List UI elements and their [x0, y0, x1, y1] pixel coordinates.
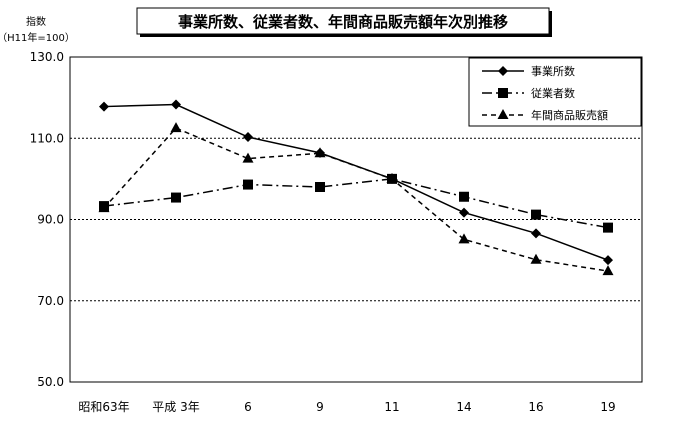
y-axis-sublabel: （H11年=100） [0, 31, 75, 44]
y-tick-label: 110.0 [30, 131, 64, 145]
data-point [530, 253, 542, 264]
y-tick-label: 50.0 [37, 375, 64, 389]
data-point [242, 152, 254, 163]
legend-label: 事業所数 [531, 65, 575, 78]
x-tick-label: 16 [528, 400, 543, 414]
legend-marker [498, 88, 508, 98]
y-axis-label: 指数 [26, 15, 46, 28]
y-tick-label: 130.0 [30, 50, 64, 64]
x-tick-label: 昭和63年 [78, 400, 129, 414]
series-group [98, 99, 614, 276]
series-1 [99, 99, 613, 266]
x-tick-label: 平成 3年 [152, 400, 199, 414]
series-line [103, 103, 609, 261]
x-tick-label: 19 [600, 400, 615, 414]
data-point [314, 147, 326, 158]
data-point [531, 209, 541, 220]
x-tick-label: 9 [316, 400, 324, 414]
gridlines [70, 137, 642, 302]
data-point [603, 255, 613, 266]
legend-label: 従業者数 [531, 87, 575, 100]
data-point [602, 265, 614, 276]
chart-title: 事業所数、従業者数、年間商品販売額年次別推移 [178, 13, 508, 31]
series-line [103, 178, 609, 229]
y-tick-label: 70.0 [37, 294, 64, 308]
x-ticks: 昭和63年 平成 3年 6 9 11 14 16 19 [78, 400, 615, 414]
data-point [386, 172, 398, 183]
series-3 [98, 122, 614, 276]
legend-marker [498, 66, 508, 76]
data-point [243, 179, 253, 190]
data-point [170, 122, 182, 133]
series-2 [99, 173, 613, 233]
data-point [531, 228, 541, 239]
data-point [603, 222, 613, 233]
series-line [103, 127, 609, 272]
data-point [458, 233, 470, 244]
legend-marker [497, 109, 509, 119]
data-point [171, 192, 181, 203]
x-tick-label: 11 [384, 400, 399, 414]
data-point [171, 99, 181, 110]
data-point [98, 202, 110, 213]
x-tick-label: 6 [244, 400, 252, 414]
y-ticks: 50.0 70.0 90.0 110.0 130.0 [30, 50, 64, 389]
data-point [243, 132, 253, 143]
data-point [459, 207, 469, 218]
legend-label: 年間商品販売額 [531, 108, 608, 122]
y-tick-label: 90.0 [37, 213, 64, 227]
data-point [99, 101, 109, 112]
title-box [136, 7, 550, 35]
legend-box [468, 57, 642, 127]
data-point [459, 191, 469, 202]
x-tick-label: 14 [456, 400, 471, 414]
data-point [315, 182, 325, 192]
